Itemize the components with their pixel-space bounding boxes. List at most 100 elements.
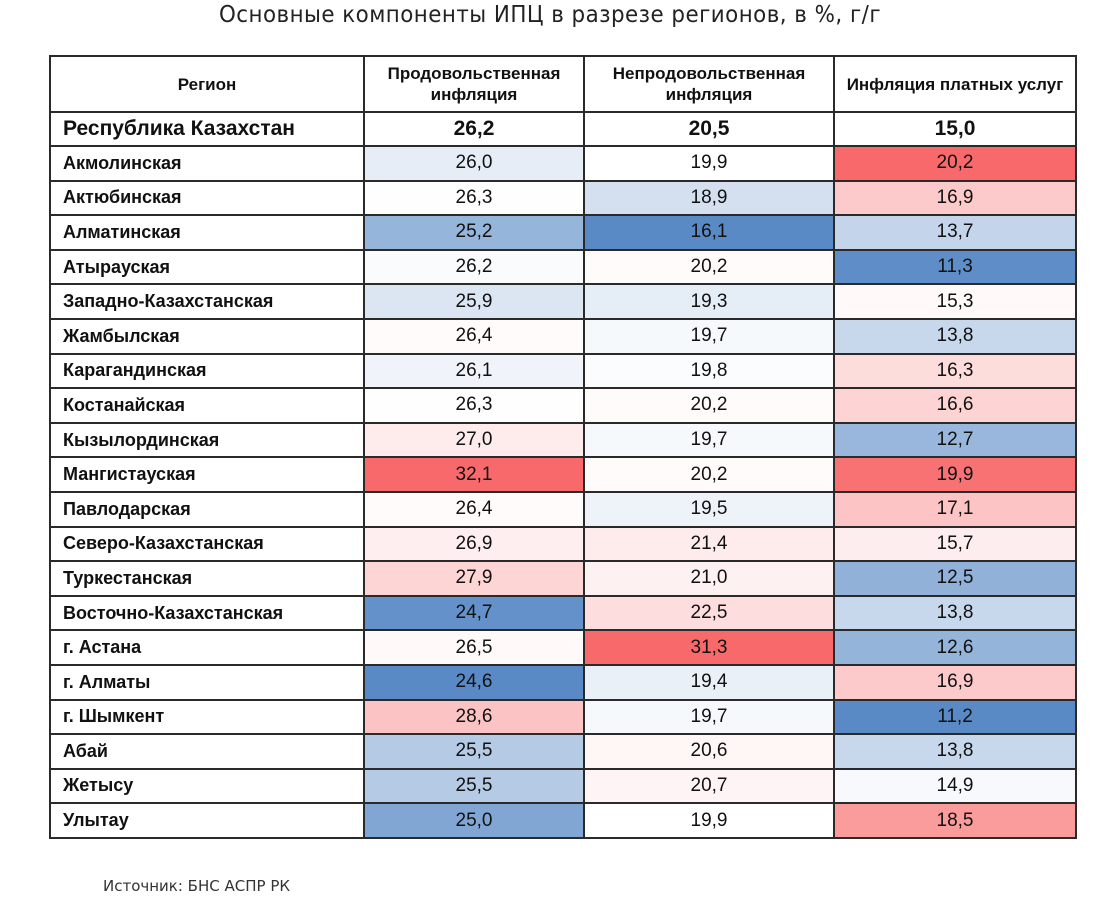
region-name: Северо-Казахстанская (49, 525, 365, 563)
cell-nonfood: 19,3 (583, 283, 835, 320)
cell-services: 16,9 (833, 179, 1077, 217)
cell-services: 13,7 (833, 214, 1077, 251)
region-name: Павлодарская (49, 490, 365, 528)
cell-nonfood: 21,4 (583, 525, 835, 563)
cell-nonfood: 19,9 (583, 145, 835, 182)
header-region: Регион (49, 55, 365, 113)
cell-services: 13,8 (833, 733, 1077, 770)
region-name: Карагандинская (49, 352, 365, 390)
table-row: г. Алматы 24,6 19,4 16,9 (49, 663, 1077, 701)
table-row: Мангистауская 32,1 20,2 19,9 (49, 456, 1077, 493)
table-row: Костанайская 26,3 20,2 16,6 (49, 387, 1077, 424)
cell-food: 25,2 (363, 214, 585, 251)
total-food: 26,2 (363, 111, 585, 147)
cell-services: 17,1 (833, 490, 1077, 528)
cell-food: 25,5 (363, 733, 585, 770)
cell-nonfood: 20,2 (583, 248, 835, 286)
cell-nonfood: 19,4 (583, 663, 835, 701)
cell-services: 16,6 (833, 387, 1077, 424)
cell-services: 12,5 (833, 560, 1077, 597)
total-region: Республика Казахстан (49, 111, 365, 147)
cell-food: 26,2 (363, 248, 585, 286)
cell-nonfood: 16,1 (583, 214, 835, 251)
region-name: Восточно-Казахстанская (49, 594, 365, 632)
cell-food: 28,6 (363, 698, 585, 736)
cell-services: 16,9 (833, 663, 1077, 701)
cell-food: 24,6 (363, 663, 585, 701)
table-row: Северо-Казахстанская 26,9 21,4 15,7 (49, 525, 1077, 563)
cell-services: 15,7 (833, 525, 1077, 563)
cell-services: 15,3 (833, 283, 1077, 320)
cell-nonfood: 20,7 (583, 767, 835, 805)
cell-services: 11,2 (833, 698, 1077, 736)
cell-food: 27,0 (363, 421, 585, 459)
table-row: Жетысу 25,5 20,7 14,9 (49, 767, 1077, 805)
cell-services: 12,7 (833, 421, 1077, 459)
cell-nonfood: 19,9 (583, 802, 835, 839)
cell-services: 18,5 (833, 802, 1077, 839)
cell-nonfood: 19,8 (583, 352, 835, 390)
table-row: Кызылординская 27,0 19,7 12,7 (49, 421, 1077, 459)
total-services: 15,0 (833, 111, 1077, 147)
region-name: г. Шымкент (49, 698, 365, 736)
cell-services: 13,8 (833, 317, 1077, 355)
region-name: Мангистауская (49, 456, 365, 493)
header-row: Регион Продовольственная инфляция Непрод… (49, 55, 1077, 113)
cell-nonfood: 19,5 (583, 490, 835, 528)
cell-food: 26,3 (363, 387, 585, 424)
cell-services: 14,9 (833, 767, 1077, 805)
region-name: Западно-Казахстанская (49, 283, 365, 320)
cell-nonfood: 31,3 (583, 629, 835, 666)
cell-food: 25,9 (363, 283, 585, 320)
cell-services: 20,2 (833, 145, 1077, 182)
header-nonfood: Непродовольственная инфляция (583, 55, 835, 113)
cell-food: 25,5 (363, 767, 585, 805)
table-row: Карагандинская 26,1 19,8 16,3 (49, 352, 1077, 390)
cell-services: 13,8 (833, 594, 1077, 632)
cell-services: 11,3 (833, 248, 1077, 286)
region-name: Жетысу (49, 767, 365, 805)
cell-nonfood: 22,5 (583, 594, 835, 632)
region-name: Кызылординская (49, 421, 365, 459)
cell-nonfood: 19,7 (583, 698, 835, 736)
cell-food: 26,1 (363, 352, 585, 390)
cell-nonfood: 19,7 (583, 421, 835, 459)
cell-food: 26,3 (363, 179, 585, 217)
table-row: Абай 25,5 20,6 13,8 (49, 733, 1077, 770)
table-row: г. Астана 26,5 31,3 12,6 (49, 629, 1077, 666)
region-name: Актюбинская (49, 179, 365, 217)
region-name: Костанайская (49, 387, 365, 424)
header-services: Инфляция платных услуг (833, 55, 1077, 113)
table-row: Туркестанская 27,9 21,0 12,5 (49, 560, 1077, 597)
region-name: Улытау (49, 802, 365, 839)
cell-nonfood: 20,2 (583, 456, 835, 493)
region-name: Атырауская (49, 248, 365, 286)
region-name: Абай (49, 733, 365, 770)
table-row: Улытау 25,0 19,9 18,5 (49, 802, 1077, 839)
table-row: Актюбинская 26,3 18,9 16,9 (49, 179, 1077, 217)
cell-food: 26,0 (363, 145, 585, 182)
total-nonfood: 20,5 (583, 111, 835, 147)
table-row: Западно-Казахстанская 25,9 19,3 15,3 (49, 283, 1077, 320)
table-row: Павлодарская 26,4 19,5 17,1 (49, 490, 1077, 528)
table-row: Акмолинская 26,0 19,9 20,2 (49, 145, 1077, 182)
cell-nonfood: 21,0 (583, 560, 835, 597)
table-row: г. Шымкент 28,6 19,7 11,2 (49, 698, 1077, 736)
cell-food: 25,0 (363, 802, 585, 839)
cell-food: 26,9 (363, 525, 585, 563)
cell-nonfood: 19,7 (583, 317, 835, 355)
cell-services: 16,3 (833, 352, 1077, 390)
cell-food: 24,7 (363, 594, 585, 632)
source-note: Источник: БНС АСПР РК (103, 877, 291, 895)
cell-nonfood: 18,9 (583, 179, 835, 217)
region-name: г. Алматы (49, 663, 365, 701)
chart-title: Основные компоненты ИПЦ в разрезе регион… (218, 2, 882, 28)
cell-services: 19,9 (833, 456, 1077, 493)
cell-nonfood: 20,6 (583, 733, 835, 770)
cpi-heatmap-table: Регион Продовольственная инфляция Непрод… (49, 55, 1077, 839)
table-row: Алматинская 25,2 16,1 13,7 (49, 214, 1077, 251)
region-name: Акмолинская (49, 145, 365, 182)
header-food: Продовольственная инфляция (363, 55, 585, 113)
total-row: Республика Казахстан 26,2 20,5 15,0 (49, 111, 1077, 147)
table-row: Восточно-Казахстанская 24,7 22,5 13,8 (49, 594, 1077, 632)
